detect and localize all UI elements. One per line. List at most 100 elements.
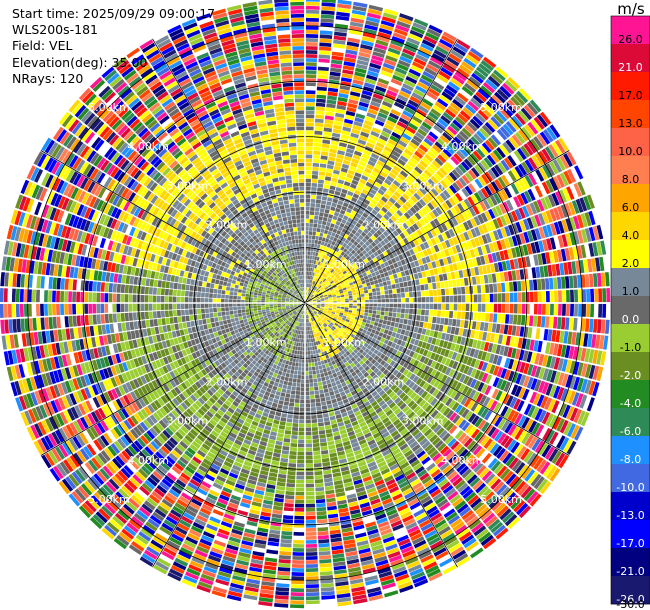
- velocity-gate: [336, 297, 341, 300]
- velocity-gate: [433, 172, 442, 182]
- velocity-gate: [357, 209, 364, 216]
- velocity-gate: [405, 349, 411, 356]
- velocity-gate: [375, 39, 389, 47]
- velocity-gate: [377, 188, 385, 196]
- velocity-gate: [448, 228, 455, 238]
- velocity-gate: [470, 97, 482, 109]
- velocity-gate: [395, 267, 401, 273]
- velocity-gate: [424, 284, 429, 290]
- velocity-gate: [546, 355, 553, 368]
- velocity-gate: [316, 304, 321, 306]
- velocity-gate: [317, 183, 324, 188]
- velocity-gate: [406, 494, 417, 503]
- velocity-gate: [539, 328, 545, 340]
- velocity-gate: [364, 82, 375, 89]
- velocity-gate: [480, 106, 492, 118]
- velocity-gate: [590, 303, 595, 318]
- velocity-gate: [321, 595, 336, 600]
- velocity-gate: [601, 272, 606, 287]
- velocity-gate: [491, 343, 498, 354]
- velocity-gate: [346, 316, 351, 320]
- velocity-gate: [456, 92, 469, 103]
- velocity-gate: [328, 374, 334, 379]
- velocity-gate: [308, 301, 313, 303]
- velocity-gate: [322, 380, 327, 386]
- velocity-gate: [380, 328, 385, 333]
- velocity-gate: [518, 207, 526, 219]
- velocity-gate: [344, 307, 349, 310]
- velocity-gate: [387, 460, 397, 468]
- velocity-gate: [587, 258, 593, 273]
- velocity-gate: [561, 276, 566, 289]
- velocity-gate: [600, 351, 607, 366]
- velocity-gate: [602, 303, 607, 318]
- velocity-gate: [369, 62, 382, 70]
- velocity-gate: [565, 374, 573, 388]
- velocity-gate: [363, 371, 370, 378]
- velocity-gate: [511, 210, 519, 222]
- velocity-gate: [459, 223, 466, 233]
- velocity-gate: [513, 281, 518, 292]
- velocity-gate: [524, 434, 534, 447]
- velocity-gate: [408, 68, 421, 77]
- velocity-gate: [334, 367, 340, 373]
- velocity-gate: [468, 519, 482, 530]
- velocity-gate: [363, 342, 369, 348]
- velocity-gate: [419, 371, 427, 380]
- velocity-gate: [347, 314, 352, 318]
- velocity-gate: [461, 295, 466, 303]
- velocity-gate: [472, 205, 480, 215]
- velocity-gate: [306, 287, 308, 292]
- velocity-gate: [373, 206, 381, 213]
- velocity-gate: [483, 157, 493, 168]
- velocity-gate: [396, 209, 403, 217]
- velocity-gate: [432, 80, 445, 91]
- velocity-gate: [370, 347, 376, 353]
- velocity-gate: [598, 303, 603, 318]
- velocity-gate: [383, 261, 389, 267]
- velocity-gate: [584, 348, 591, 363]
- velocity-gate: [557, 235, 564, 248]
- velocity-gate: [496, 447, 506, 459]
- velocity-gate: [382, 250, 389, 257]
- velocity-gate: [459, 448, 469, 459]
- velocity-gate: [368, 66, 380, 74]
- velocity-gate: [458, 328, 464, 336]
- velocity-gate: [413, 192, 421, 201]
- velocity-gate: [392, 244, 399, 251]
- velocity-gate: [338, 387, 344, 393]
- velocity-gate: [425, 213, 433, 222]
- velocity-gate: [348, 29, 362, 36]
- velocity-gate: [402, 48, 416, 57]
- velocity-gate: [440, 67, 453, 77]
- velocity-gate: [277, 477, 286, 483]
- velocity-gate: [317, 82, 328, 87]
- velocity-gate: [421, 156, 431, 166]
- velocity-gate: [342, 358, 348, 364]
- velocity-gate: [342, 215, 349, 221]
- velocity-gate: [392, 230, 399, 237]
- velocity-gate: [405, 521, 418, 530]
- velocity-gate: [318, 291, 322, 295]
- velocity-gate: [447, 125, 458, 136]
- velocity-gate: [316, 289, 320, 293]
- velocity-gate: [476, 256, 482, 266]
- velocity-gate: [465, 286, 470, 295]
- velocity-gate: [471, 72, 484, 84]
- velocity-gate: [313, 146, 321, 151]
- velocity-gate: [493, 293, 498, 303]
- velocity-gate: [369, 228, 376, 235]
- velocity-gate: [315, 487, 325, 492]
- velocity-gate: [342, 277, 347, 281]
- velocity-gate: [523, 231, 530, 243]
- velocity-gate: [492, 241, 499, 252]
- velocity-gate: [305, 471, 314, 476]
- velocity-gate: [432, 345, 439, 353]
- velocity-gate: [376, 439, 385, 446]
- velocity-gate: [323, 127, 333, 133]
- velocity-gate: [536, 114, 549, 128]
- velocity-gate: [318, 430, 326, 435]
- velocity-gate: [383, 406, 391, 413]
- velocity-gate: [374, 330, 380, 336]
- velocity-gate: [329, 148, 337, 154]
